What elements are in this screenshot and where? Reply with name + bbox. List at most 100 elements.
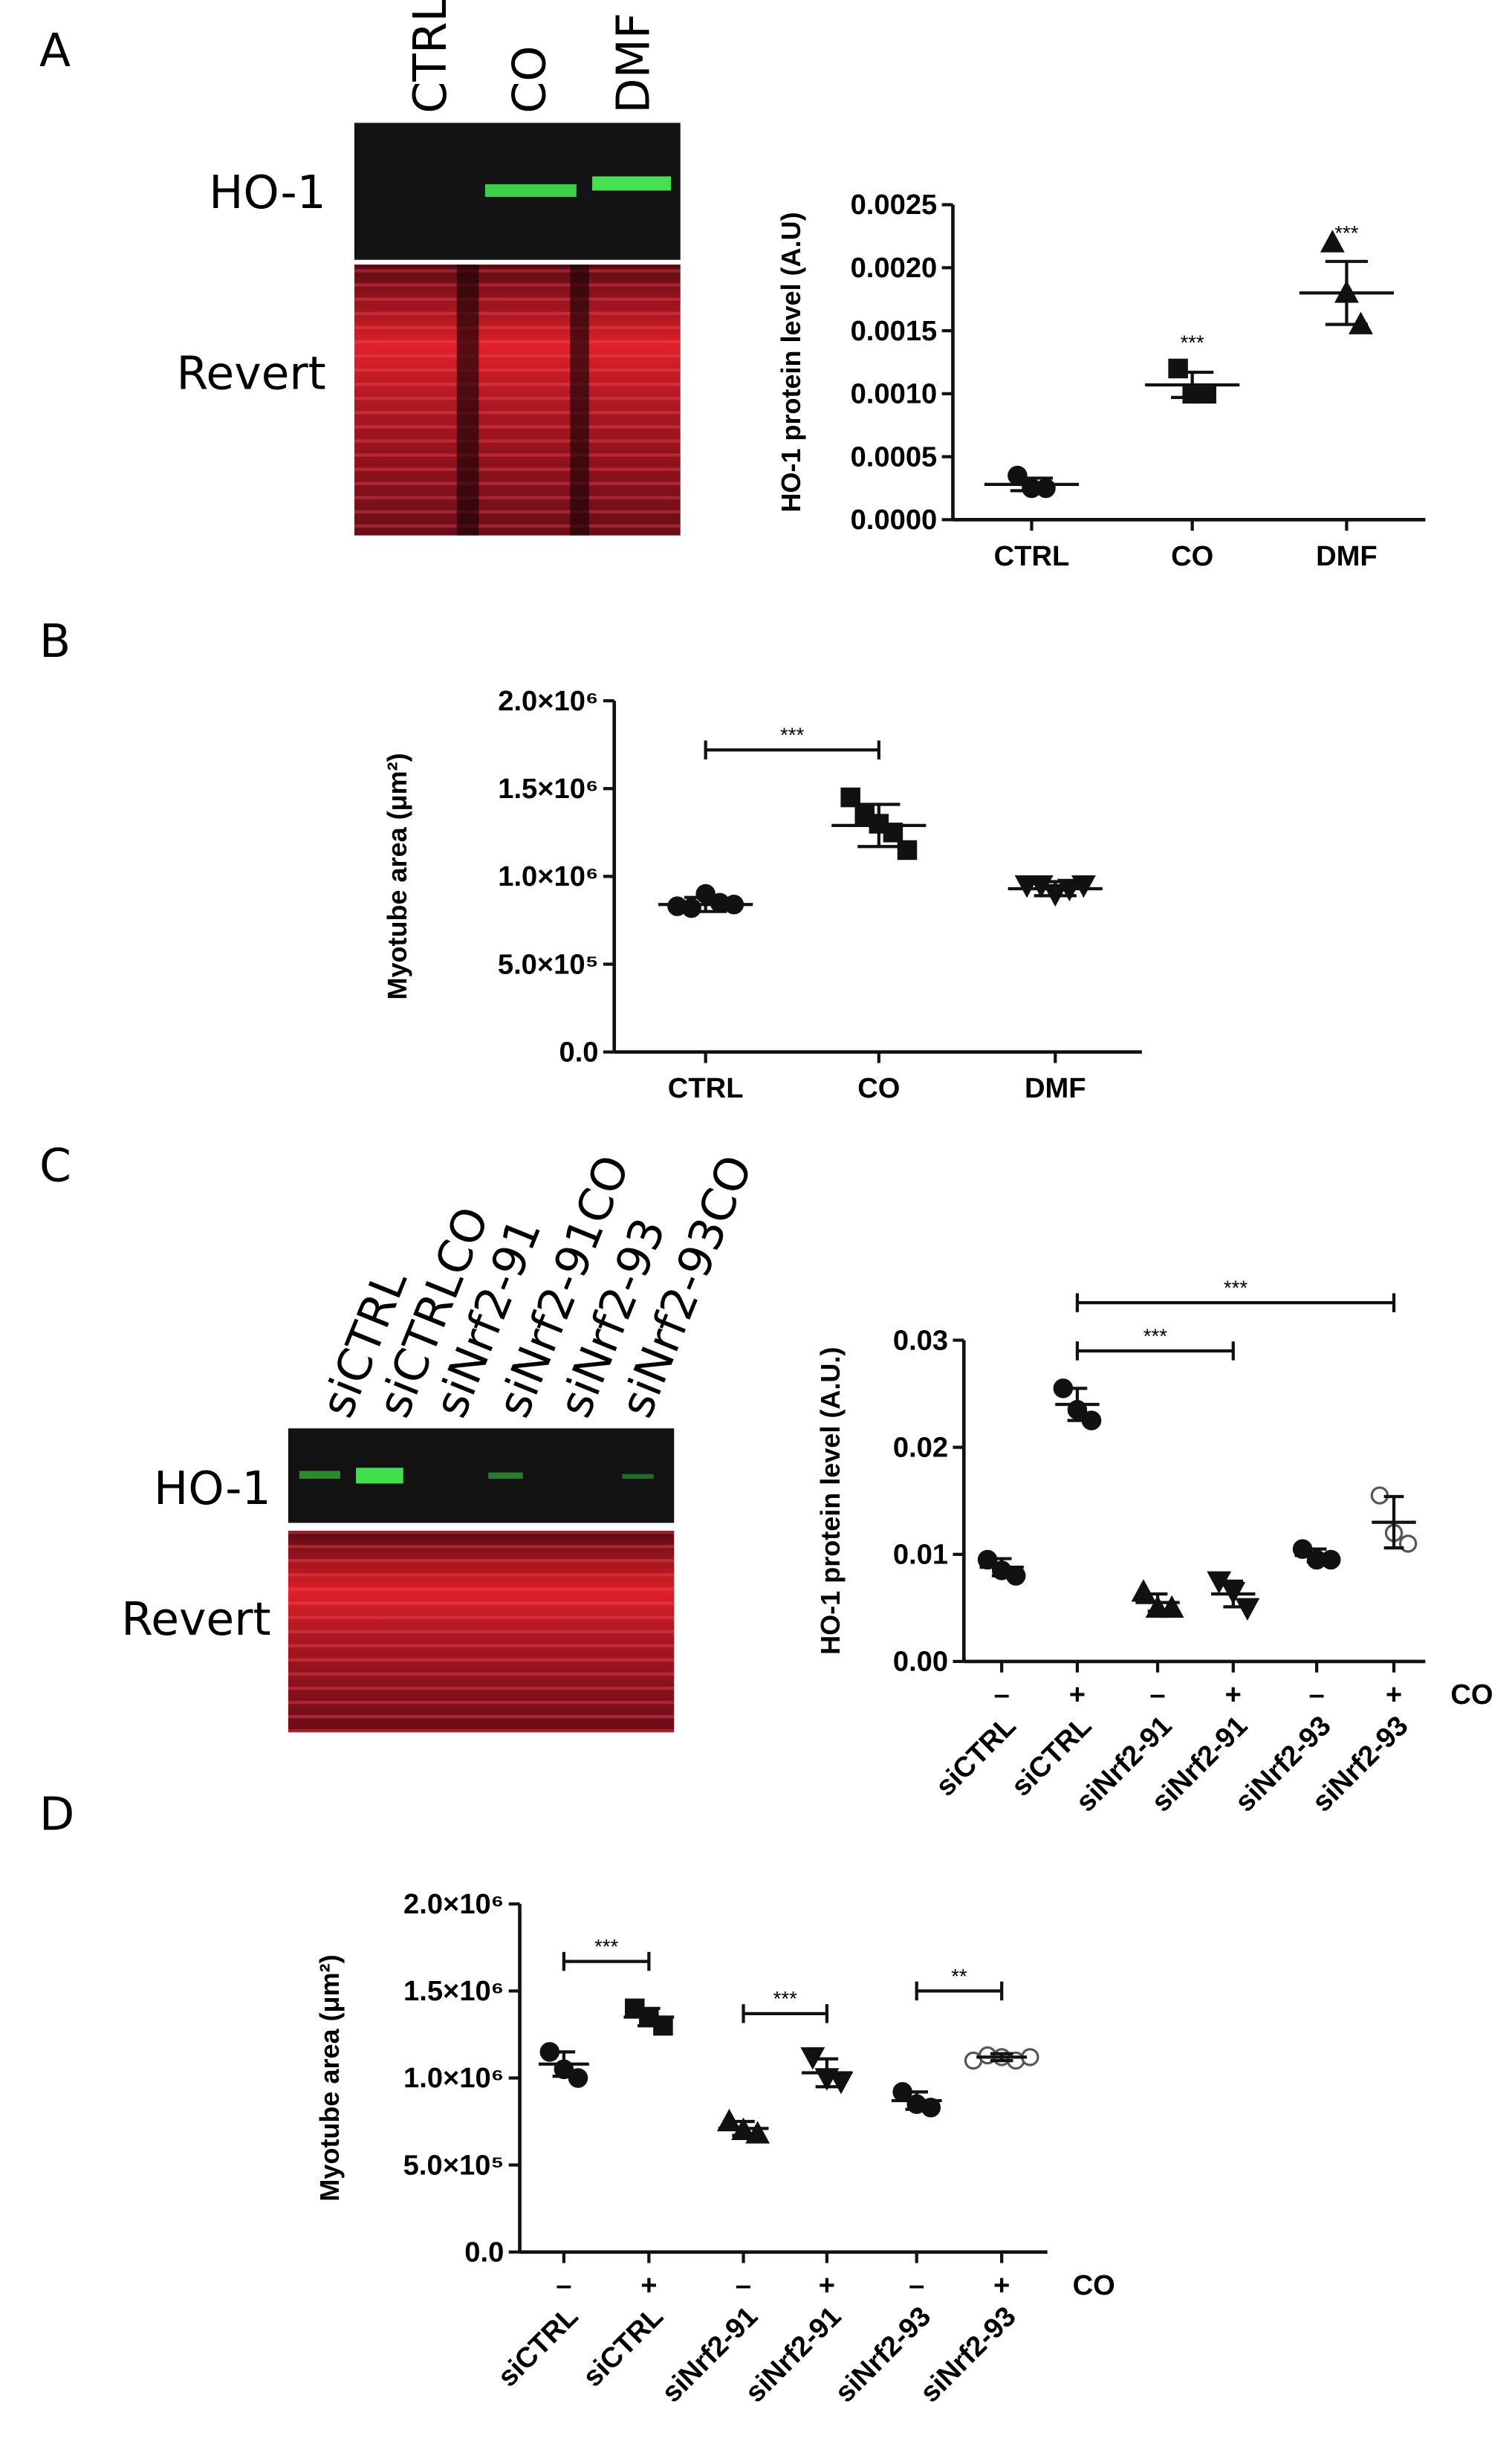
point [568,2068,588,2088]
point [1014,875,1039,898]
point [897,840,918,860]
y-tick-label: 0.0005 [851,441,938,473]
significance: *** [780,724,804,747]
y-tick-label: 0.0025 [851,189,938,221]
blot-a: CTRL CO DMF HO-1 Revert [176,0,681,536]
x-tick-label: – [909,2269,924,2301]
row-label: HO-1 [154,1462,271,1515]
panel-label: B [39,615,71,668]
point [1320,1549,1341,1570]
lane-label: CTRL [404,0,457,114]
x-tick-label: + [1069,1679,1086,1711]
x-tick-label: CO [1171,540,1213,572]
y-tick-label: 0.0 [559,1036,598,1068]
y-tick-label: 0.0 [464,2236,504,2268]
band [592,176,672,191]
significance: *** [1143,1324,1167,1347]
x-tick-label: + [1225,1679,1242,1711]
y-tick-label: 5.0×10⁵ [403,2149,504,2181]
point [1320,230,1345,253]
y-axis-label: Myotube area (μm²) [382,753,412,999]
lane-label: CO [503,45,556,113]
y-tick-label: 1.0×10⁶ [498,860,598,892]
row-label: Revert [121,1593,270,1646]
band [488,1472,523,1479]
point [1159,1595,1184,1618]
x-tick-label: DMF [1025,1072,1086,1104]
y-tick-label: 5.0×10⁵ [498,948,599,980]
significance: *** [594,1935,618,1958]
group-label: siCTRL [929,1710,1022,1803]
x-tick-label: – [736,2269,751,2301]
y-axis-label: HO-1 protein level (A.U.) [815,1347,846,1655]
y-tick-label: 2.0×10⁶ [498,685,598,717]
band [299,1471,340,1479]
x-tick-label: + [640,2269,657,2301]
significance: *** [773,1987,797,2010]
row-label: HO-1 [209,166,326,219]
x-tick-label: + [1386,1679,1402,1711]
x-tick-label: CO [857,1072,900,1104]
y-tick-label: 0.02 [893,1431,948,1463]
y-axis-label: HO-1 protein level (A.U) [776,212,806,512]
point [745,2121,770,2144]
point [681,898,701,918]
point [1196,383,1217,404]
point [1398,1534,1418,1553]
band [356,1468,403,1484]
y-tick-label: 0.0000 [851,504,938,536]
band [484,184,577,197]
group-label: siCTRL [492,2301,585,2393]
y-tick-label: 1.5×10⁶ [403,1975,504,2007]
lane-gap [570,265,589,536]
x-tick-label: CTRL [668,1072,744,1104]
group-label: siCTRL [577,2301,669,2393]
panel-label: C [39,1140,71,1193]
y-tick-label: 2.0×10⁶ [403,1888,504,1920]
row-label: Revert [176,347,325,400]
x-tick-label: + [819,2269,835,2301]
blot-c: siCTRL siCTRLCO siNrf2-91 siNrf2-91CO si… [121,1148,763,1733]
significance: *** [1181,331,1204,354]
point [840,787,860,808]
x-tick-label: – [994,1679,1010,1711]
blot-ho1 [288,1428,675,1523]
x-tick-label: – [556,2269,571,2301]
point [883,823,903,843]
point [1131,1579,1156,1602]
blot-bands [354,265,681,536]
factor-label: CO [1450,1679,1493,1711]
lane-gap [456,265,479,536]
y-tick-label: 0.00 [893,1646,948,1678]
panel-label: D [39,1789,74,1841]
point [1008,465,1028,486]
point [921,2098,941,2118]
y-tick-label: 0.0010 [851,378,938,410]
x-tick-label: DMF [1316,540,1378,572]
y-tick-label: 0.01 [893,1539,948,1571]
x-tick-label: – [1149,1679,1165,1711]
significance: *** [1334,221,1358,244]
factor-label: CO [1073,2269,1115,2301]
lane-label: DMF [607,13,660,114]
significance: ** [951,1965,967,1988]
x-tick-label: + [993,2269,1010,2301]
y-axis-label: Myotube area (μm²) [314,1954,345,2201]
panel-label: A [39,25,71,77]
point [828,2071,854,2095]
point [1071,875,1096,898]
significance: *** [1224,1277,1247,1300]
point [1235,1598,1260,1621]
point [1036,478,1056,499]
y-tick-label: 0.03 [893,1324,948,1356]
x-tick-label: – [1309,1679,1325,1711]
y-tick-label: 0.0015 [851,315,938,347]
point [1168,358,1188,379]
blot-bands [288,1531,675,1733]
y-tick-label: 1.5×10⁶ [498,773,598,805]
y-tick-label: 1.0×10⁶ [403,2062,504,2094]
y-tick-label: 0.0020 [851,252,938,284]
band [622,1474,654,1479]
x-tick-label: CTRL [994,540,1070,572]
